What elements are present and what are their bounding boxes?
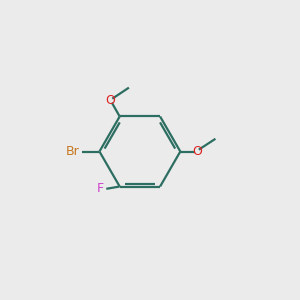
Text: F: F xyxy=(96,182,103,195)
Text: O: O xyxy=(192,145,202,158)
Text: Br: Br xyxy=(65,145,79,158)
Text: O: O xyxy=(106,94,116,107)
